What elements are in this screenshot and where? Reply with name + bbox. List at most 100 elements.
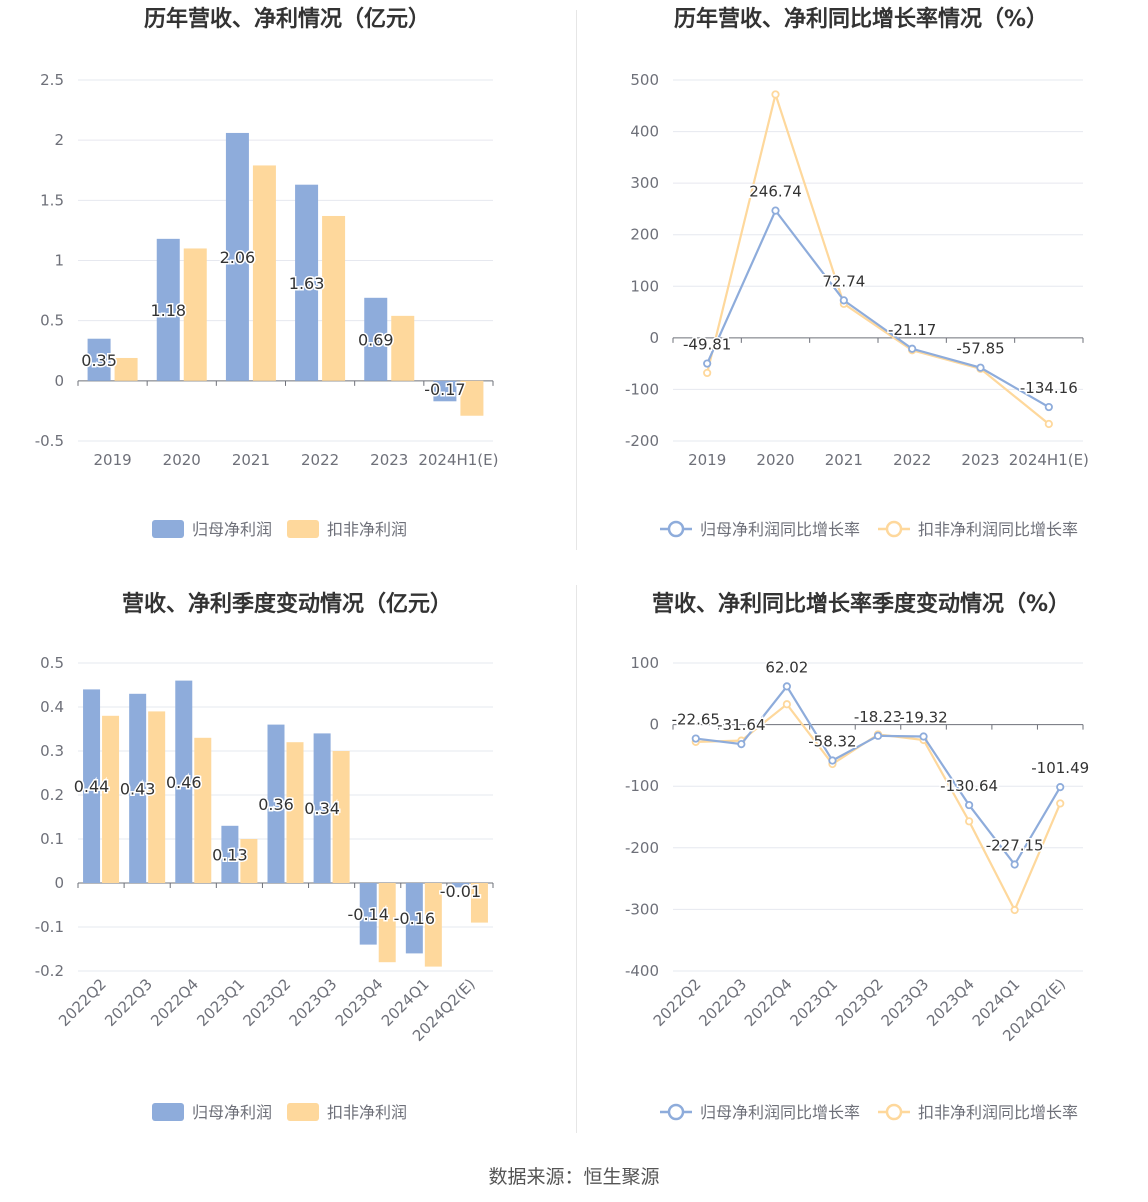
bar-koufei bbox=[424, 883, 442, 967]
data-label: -21.17 bbox=[888, 321, 936, 339]
bar-koufei bbox=[378, 883, 396, 963]
y-tick-label: -200 bbox=[625, 432, 659, 450]
bar-koufei bbox=[114, 357, 138, 381]
y-tick-label: -0.1 bbox=[35, 918, 64, 936]
bar-koufei bbox=[252, 165, 276, 381]
data-label: 0.44 bbox=[74, 777, 110, 796]
x-tick-label: 2021 bbox=[232, 451, 270, 469]
y-tick-label: 100 bbox=[630, 277, 659, 295]
bar-guimu bbox=[221, 825, 239, 883]
data-label: 2.06 bbox=[220, 248, 256, 267]
x-tick-label: 2022Q4 bbox=[147, 975, 202, 1030]
x-tick-label: 2022 bbox=[301, 451, 339, 469]
bar-guimu bbox=[267, 724, 285, 883]
y-tick-label: 300 bbox=[630, 174, 659, 192]
data-label: 0.35 bbox=[81, 351, 117, 370]
bar-guimu bbox=[451, 883, 469, 888]
point-guimu bbox=[919, 732, 928, 741]
x-tick-label: 2023Q2 bbox=[240, 975, 295, 1030]
point-guimu bbox=[782, 682, 791, 691]
bar-guimu bbox=[175, 680, 193, 883]
y-tick-label: 0 bbox=[649, 716, 659, 734]
legend-label-koufei: 扣非净利润 bbox=[327, 1103, 407, 1122]
data-label: 72.74 bbox=[822, 272, 865, 290]
y-tick-label: 400 bbox=[630, 123, 659, 141]
data-label: -227.15 bbox=[986, 837, 1044, 855]
legend-label-guimu: 归母净利润 bbox=[192, 1103, 272, 1122]
legend-label-koufei: 扣非净利润 bbox=[327, 520, 407, 539]
x-tick-label: 2023Q4 bbox=[332, 975, 387, 1030]
legend-swatch-koufei bbox=[287, 520, 319, 538]
legend-marker-koufei bbox=[885, 520, 903, 538]
y-tick-label: 0.5 bbox=[40, 312, 64, 330]
data-label: -0.01 bbox=[440, 882, 481, 901]
y-tick-label: -300 bbox=[625, 900, 659, 918]
chart-title: 历年营收、净利情况（亿元） bbox=[144, 6, 430, 32]
x-tick-label: 2024H1(E) bbox=[1009, 451, 1089, 469]
bar-koufei bbox=[183, 248, 207, 381]
y-tick-label: 0.5 bbox=[40, 654, 64, 672]
legend-label-guimu: 归母净利润同比增长率 bbox=[700, 520, 860, 539]
y-tick-label: -100 bbox=[625, 777, 659, 795]
point-guimu bbox=[703, 359, 712, 368]
data-label: -0.17 bbox=[424, 380, 465, 399]
y-tick-label: 0 bbox=[54, 372, 64, 390]
y-tick-label: 500 bbox=[630, 71, 659, 89]
x-tick-label: 2022 bbox=[893, 451, 931, 469]
point-guimu bbox=[1010, 860, 1019, 869]
y-tick-label: -100 bbox=[625, 380, 659, 398]
data-label: -22.65 bbox=[672, 711, 720, 729]
data-label: 1.63 bbox=[289, 274, 325, 293]
y-tick-label: 1 bbox=[54, 252, 64, 270]
legend-label-koufei: 扣非净利润同比增长率 bbox=[918, 1103, 1078, 1122]
chart-annual-profit: 历年营收、净利情况（亿元） -0.5 0 0.5 1 1.5 2 2.5 2019 2020 202… bbox=[0, 0, 574, 590]
data-label: 62.02 bbox=[765, 658, 808, 676]
data-label: -57.85 bbox=[956, 340, 1004, 358]
x-tick-label: 2020 bbox=[163, 451, 201, 469]
quarterly-growth-svg: 营收、净利同比增长率季度变动情况（%） -400 -300 -200 -100 0 100 2… bbox=[625, 591, 1091, 1122]
x-tick-label: 2023Q1 bbox=[786, 975, 841, 1030]
y-tick-label: 0 bbox=[649, 329, 659, 347]
bar-guimu bbox=[87, 338, 111, 381]
bar-koufei bbox=[391, 315, 415, 381]
vertical-divider-top bbox=[576, 10, 577, 550]
y-tick-label: -200 bbox=[625, 839, 659, 857]
x-tick-label: 2024H1(E) bbox=[418, 451, 498, 469]
bar-guimu bbox=[405, 883, 423, 954]
bar-guimu bbox=[295, 184, 319, 381]
point-koufei bbox=[1010, 905, 1019, 915]
data-source: 数据来源：恒生聚源 bbox=[488, 1166, 660, 1188]
chart-quarterly-profit: 营收、净利季度变动情况（亿元） -0.2 -0.1 0 0.1 0.2 0.3 0.4 0.5 2… bbox=[0, 585, 574, 1175]
legend-label-guimu: 归母净利润 bbox=[192, 520, 272, 539]
quarterly-profit-svg: 营收、净利季度变动情况（亿元） -0.2 -0.1 0 0.1 0.2 0.3 0.4 0.5 2… bbox=[35, 591, 494, 1122]
data-label: 0.13 bbox=[212, 845, 248, 864]
annual-profit-svg: 历年营收、净利情况（亿元） -0.5 0 0.5 1 1.5 2 2.5 2019 2020 202… bbox=[35, 6, 499, 539]
x-tick-label: 2022Q2 bbox=[650, 975, 705, 1030]
bar-koufei bbox=[240, 839, 258, 883]
point-guimu bbox=[691, 734, 700, 743]
bar-koufei bbox=[102, 715, 120, 883]
bar-guimu bbox=[129, 693, 147, 883]
y-tick-label: 100 bbox=[630, 654, 659, 672]
legend-marker-guimu bbox=[667, 520, 685, 538]
x-tick-label: 2022Q2 bbox=[55, 975, 110, 1030]
chart-annual-growth: 历年营收、净利同比增长率情况（%） -200 -100 0 100 200 300 400 50… bbox=[574, 0, 1148, 590]
data-label: 246.74 bbox=[749, 183, 802, 201]
x-tick-label: 2019 bbox=[688, 451, 726, 469]
y-tick-label: 0.2 bbox=[40, 786, 64, 804]
y-tick-label: 1.5 bbox=[40, 191, 64, 209]
legend-label-koufei: 扣非净利润同比增长率 bbox=[918, 520, 1078, 539]
data-label: -49.81 bbox=[683, 336, 731, 354]
data-label: -0.16 bbox=[394, 909, 435, 928]
data-label: 0.69 bbox=[358, 330, 394, 349]
data-label: -134.16 bbox=[1020, 379, 1078, 397]
bar-guimu bbox=[364, 297, 388, 381]
legend-swatch-guimu bbox=[152, 1103, 184, 1121]
y-tick-label: 0.4 bbox=[40, 698, 64, 716]
y-tick-label: 200 bbox=[630, 226, 659, 244]
chart-title: 营收、净利季度变动情况（亿元） bbox=[122, 591, 452, 617]
data-label: -101.49 bbox=[1031, 759, 1089, 777]
bar-koufei bbox=[332, 751, 350, 883]
point-koufei bbox=[1044, 419, 1053, 429]
legend-marker-guimu bbox=[667, 1103, 685, 1121]
